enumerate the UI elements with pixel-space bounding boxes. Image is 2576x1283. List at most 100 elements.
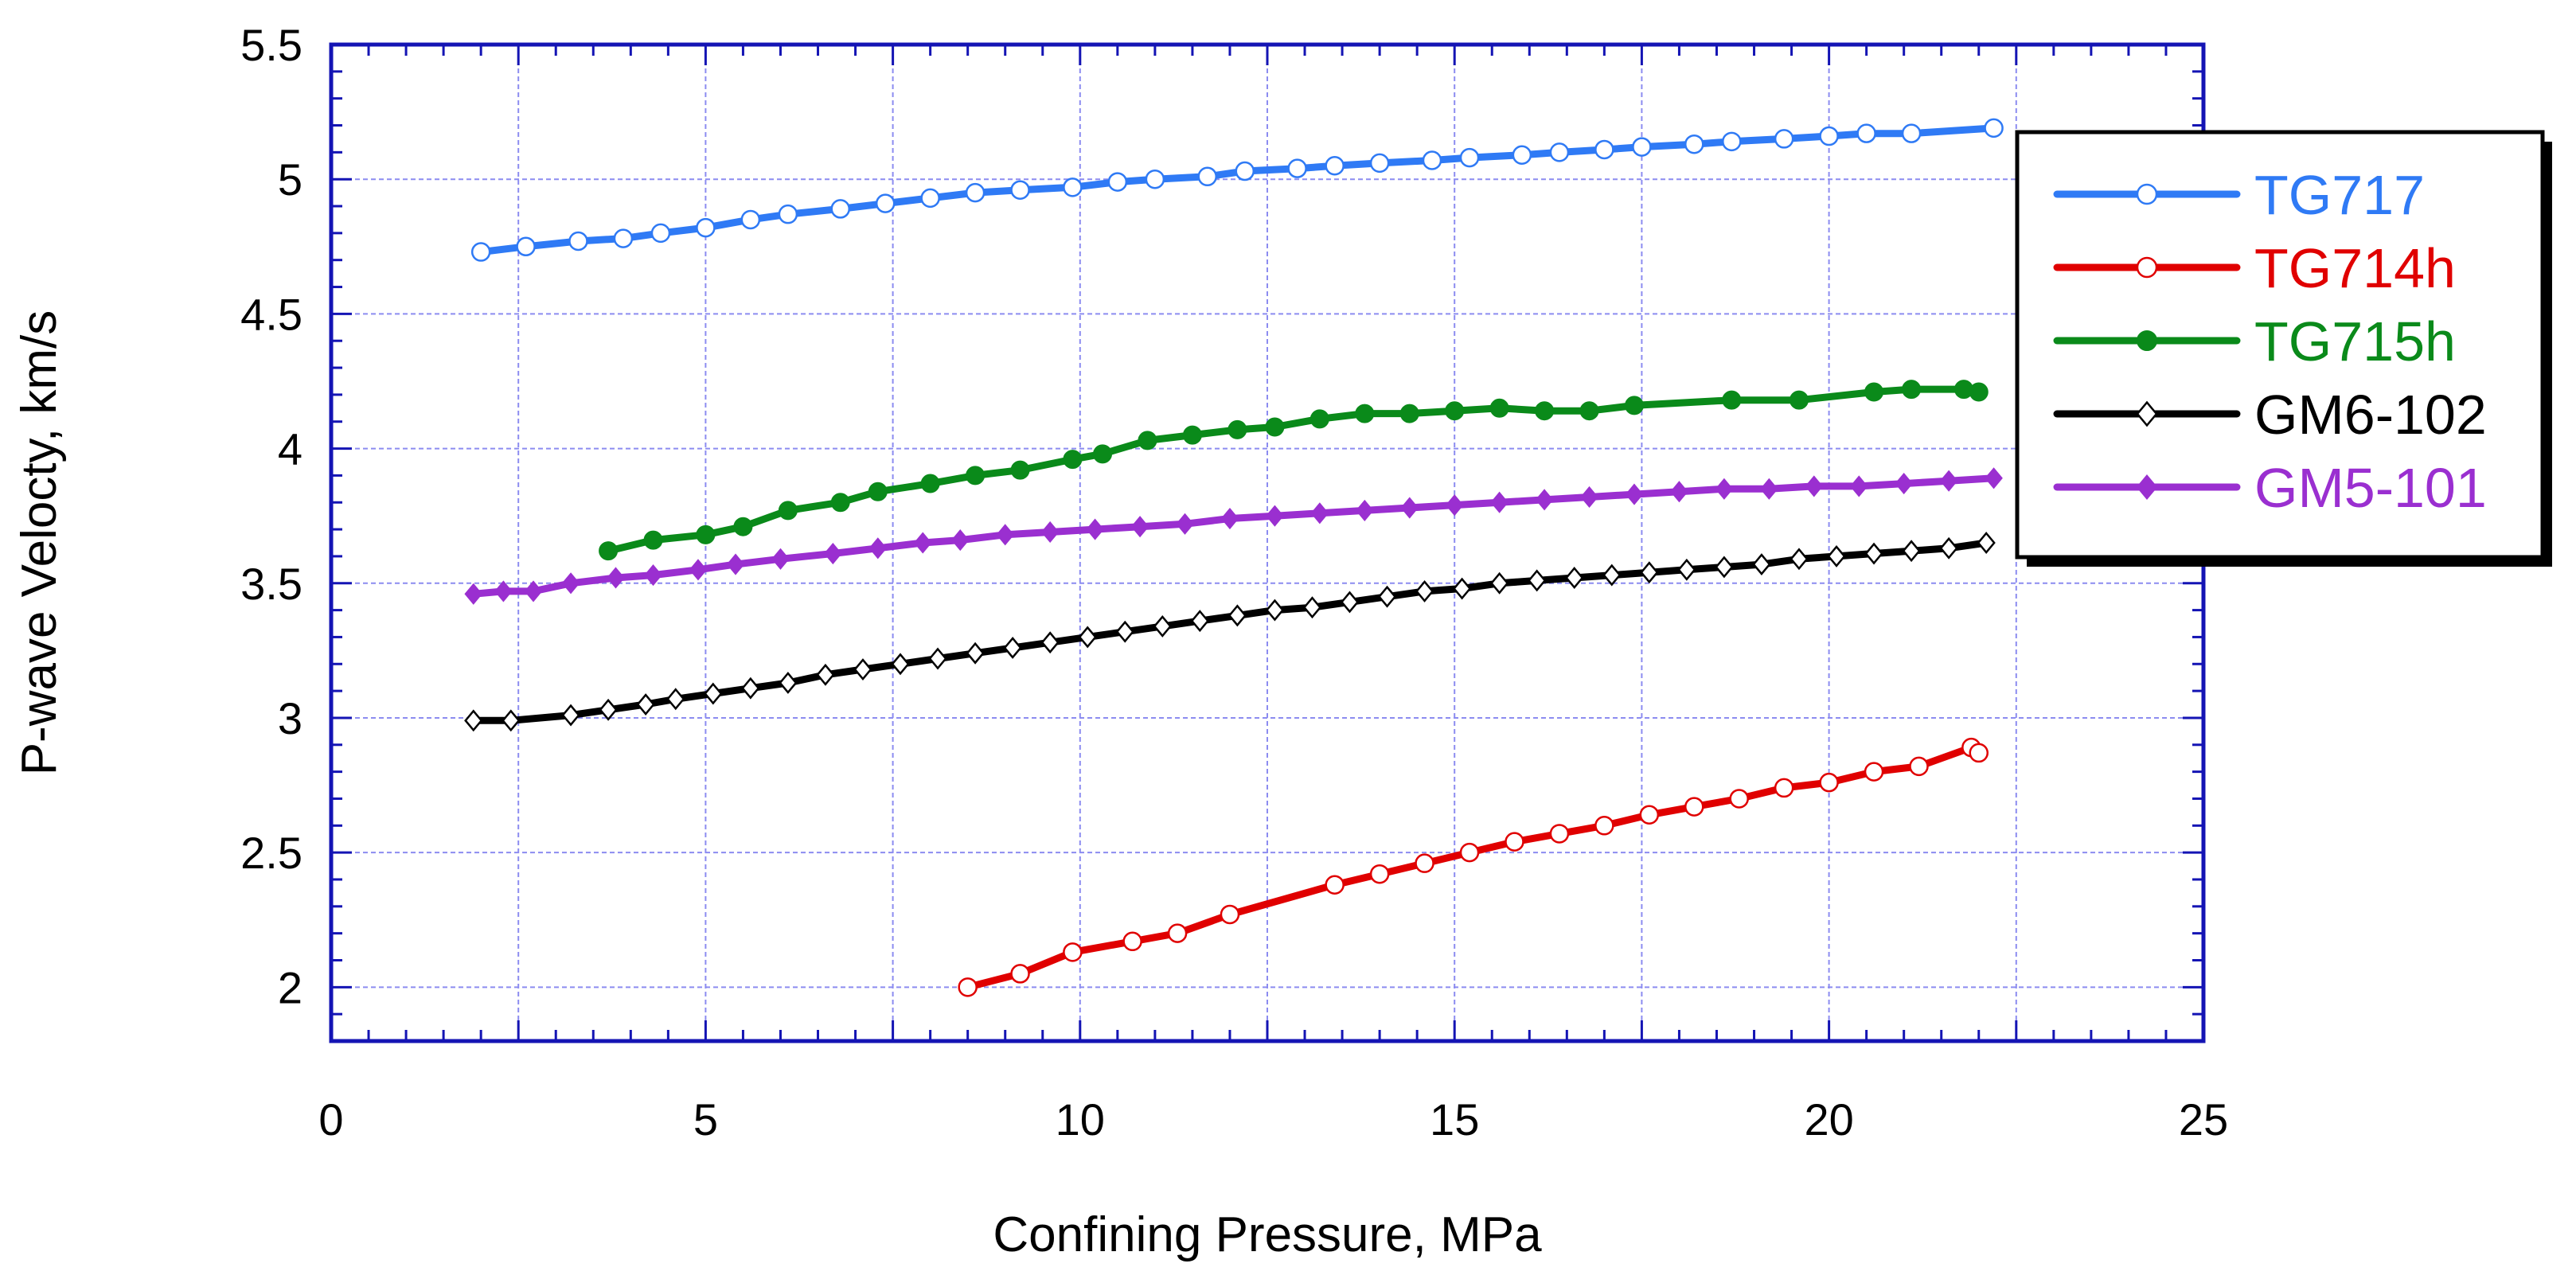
data-point [1265, 599, 1285, 622]
data-point [1722, 131, 1742, 152]
data-point [1670, 481, 1688, 503]
data-point [1489, 398, 1509, 418]
x-tick-label: 0 [318, 1094, 343, 1145]
data-point [1122, 931, 1142, 952]
y-tick-label: 5 [278, 154, 302, 205]
data-point [1565, 567, 1584, 589]
y-tick-label: 2 [278, 962, 302, 1012]
legend-marker [2136, 400, 2158, 427]
data-point [1190, 610, 1209, 633]
data-point [1399, 404, 1419, 423]
data-point [1400, 497, 1419, 519]
data-point [1535, 489, 1554, 511]
data-point [1182, 425, 1202, 445]
x-axis-title: Confining Pressure, MPa [993, 1207, 1542, 1262]
data-point [561, 704, 580, 727]
data-point [1115, 620, 1134, 643]
data-point [1528, 569, 1547, 592]
data-point [771, 548, 790, 570]
x-tick-label: 20 [1804, 1094, 1853, 1145]
data-point [958, 977, 978, 997]
data-point [1107, 172, 1128, 192]
series-line [477, 124, 1998, 256]
legend-label: GM6-102 [2254, 384, 2487, 446]
data-point [816, 663, 835, 686]
data-point [1422, 150, 1442, 170]
series-tg717 [470, 118, 2004, 262]
data-point [1415, 853, 1434, 873]
data-point [607, 567, 625, 589]
data-point [1969, 382, 1989, 402]
legend-label: TG717 [2254, 164, 2425, 226]
data-point [1445, 401, 1465, 421]
data-point [996, 524, 1015, 546]
legend-items: TG717 TG714h TG715h GM6-102 GM5-101 [2053, 164, 2487, 519]
legend-marker [2136, 256, 2158, 279]
data-point [913, 532, 932, 554]
data-point [1535, 401, 1555, 421]
y-tick-label: 4.5 [240, 289, 302, 339]
data-point [1377, 585, 1397, 608]
data-point [1167, 923, 1188, 943]
data-point [1010, 180, 1030, 200]
data-point [696, 217, 716, 238]
data-point [1415, 579, 1434, 603]
data-point [1340, 591, 1360, 614]
data-point [1228, 419, 1247, 439]
data-point [1490, 571, 1509, 595]
legend-item: TG714h [2053, 237, 2456, 299]
data-point [516, 236, 536, 257]
legend-label: GM5-101 [2254, 457, 2487, 519]
data-point [1265, 417, 1285, 437]
data-point [1145, 169, 1165, 189]
data-point [636, 693, 655, 716]
data-point [1235, 161, 1255, 181]
legend-item: TG717 [2053, 164, 2425, 226]
data-point [1864, 762, 1884, 782]
data-point [1459, 147, 1480, 168]
data-point [1715, 478, 1734, 500]
data-point [1010, 964, 1030, 984]
data-point [1549, 824, 1570, 844]
legend-marker [2136, 474, 2158, 500]
data-point [1895, 472, 1913, 495]
data-point [1774, 129, 1794, 149]
data-point [1901, 123, 1922, 143]
series-layer [464, 118, 2004, 997]
data-point [1939, 470, 1958, 492]
data-point [1063, 177, 1083, 197]
x-tick-label: 10 [1056, 1094, 1105, 1145]
data-point [853, 658, 872, 680]
data-point [599, 541, 619, 561]
data-point [666, 688, 685, 711]
series-gm6-102 [464, 532, 1996, 732]
data-point [1369, 864, 1390, 884]
data-point [1287, 158, 1307, 178]
data-point [824, 542, 842, 565]
data-point [561, 572, 580, 595]
data-point [1063, 450, 1083, 470]
data-point [1715, 556, 1734, 579]
data-point [1729, 789, 1749, 809]
data-point [1579, 401, 1599, 421]
data-point [494, 580, 513, 603]
data-point [740, 209, 761, 230]
data-point [1856, 123, 1876, 143]
data-point [1969, 743, 1989, 763]
data-point [1325, 875, 1345, 895]
data-point [1220, 904, 1240, 925]
data-point [1176, 513, 1194, 535]
data-point [779, 672, 798, 694]
data-point [1909, 756, 1929, 777]
data-point [1063, 942, 1083, 962]
data-point [966, 642, 985, 665]
data-point [1760, 478, 1778, 500]
legend-marker [2137, 330, 2157, 351]
data-point [568, 231, 588, 252]
data-point [1984, 118, 2004, 138]
data-point [470, 242, 491, 262]
data-point [1266, 505, 1284, 527]
data-point [1640, 561, 1659, 584]
data-point [1356, 499, 1374, 521]
